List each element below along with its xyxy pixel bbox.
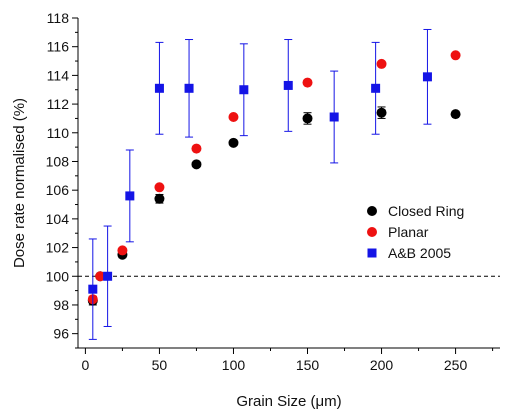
x-tick-label: 100 bbox=[222, 357, 246, 373]
y-tick-label: 116 bbox=[47, 39, 70, 55]
data-point bbox=[283, 80, 293, 90]
legend-label: Closed Ring bbox=[388, 203, 464, 219]
data-point bbox=[117, 245, 128, 256]
series-1 bbox=[87, 50, 461, 305]
x-tick-label: 250 bbox=[444, 357, 468, 373]
legend-marker bbox=[367, 227, 377, 237]
x-tick-label: 150 bbox=[296, 357, 320, 373]
data-point bbox=[450, 109, 461, 120]
legend-label: Planar bbox=[388, 224, 429, 240]
data-point bbox=[228, 112, 239, 122]
x-axis-title: Grain Size (μm) bbox=[236, 393, 341, 410]
y-tick-label: 104 bbox=[46, 211, 70, 227]
y-tick-label: 98 bbox=[53, 297, 69, 313]
data-point bbox=[376, 58, 387, 69]
data-point bbox=[191, 143, 202, 154]
data-point bbox=[228, 137, 239, 148]
axes-layer: 0 50 100 150 200 250 96 98 100 102 104 106 108 110 112… bbox=[46, 10, 500, 373]
legend-marker bbox=[367, 206, 377, 216]
data-point bbox=[422, 72, 432, 82]
y-tick-label: 96 bbox=[53, 326, 69, 342]
x-tick-label: 50 bbox=[152, 357, 168, 373]
y-axis-title: Dose rate normalised (%) bbox=[11, 98, 28, 268]
legend-label: A&B 2005 bbox=[388, 245, 451, 261]
data-point bbox=[450, 50, 461, 61]
y-tick-label: 108 bbox=[46, 153, 70, 169]
series-2 bbox=[88, 28, 432, 340]
data-point bbox=[302, 113, 313, 124]
y-tick-label: 118 bbox=[47, 10, 70, 26]
data-point bbox=[329, 112, 339, 122]
y-tick-label: 102 bbox=[46, 240, 70, 256]
data-point bbox=[95, 271, 106, 282]
y-tick-label: 114 bbox=[47, 67, 70, 83]
y-tick-label: 106 bbox=[46, 182, 70, 198]
y-tick-label: 112 bbox=[47, 96, 70, 112]
x-tick-label: 0 bbox=[82, 357, 90, 373]
data-point bbox=[103, 271, 113, 281]
legend: Closed Ring Planar A&B 2005 bbox=[367, 203, 464, 261]
y-tick-label: 100 bbox=[46, 268, 70, 284]
data-point bbox=[191, 159, 202, 170]
legend-marker bbox=[367, 248, 377, 258]
data-point bbox=[302, 77, 313, 88]
data-point bbox=[154, 182, 165, 193]
data-point bbox=[184, 83, 194, 93]
data-point bbox=[154, 83, 164, 93]
data-point bbox=[154, 193, 165, 204]
data-point bbox=[376, 107, 387, 118]
series-layer bbox=[87, 28, 461, 340]
x-tick-label: 200 bbox=[370, 357, 394, 373]
data-point bbox=[239, 85, 249, 95]
y-tick-label: 110 bbox=[47, 125, 70, 141]
data-point bbox=[125, 191, 135, 201]
data-point bbox=[88, 284, 98, 294]
data-point bbox=[371, 83, 381, 93]
